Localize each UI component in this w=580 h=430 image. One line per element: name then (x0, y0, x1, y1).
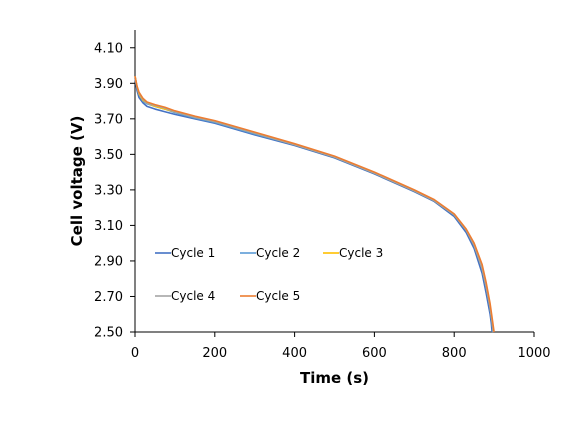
y-axis-title: Cell voltage (V) (68, 116, 86, 247)
legend: Cycle 1 Cycle 2 Cycle 3 Cycle 4 Cycle 5 (155, 246, 383, 303)
y-tick-label: 3.70 (94, 112, 123, 127)
legend-label-cycle-4: Cycle 4 (171, 289, 215, 303)
x-tick-label: 0 (131, 346, 139, 361)
legend-label-cycle-3: Cycle 3 (339, 246, 383, 260)
legend-label-cycle-5: Cycle 5 (256, 289, 300, 303)
y-tick-label: 3.30 (94, 183, 123, 198)
series-line-cycle-5 (134, 76, 495, 333)
legend-label-cycle-1: Cycle 1 (171, 246, 215, 260)
series-line-cycle-1 (134, 77, 493, 333)
legend-label-cycle-2: Cycle 2 (256, 246, 300, 260)
axes (134, 30, 534, 333)
y-tick-label: 3.10 (94, 219, 123, 234)
x-tick-label: 1000 (517, 346, 550, 361)
y-tick-label: 3.90 (94, 77, 123, 92)
y-tick-label: 2.50 (94, 326, 123, 341)
y-tick-label: 4.10 (94, 41, 123, 56)
x-tick-label: 400 (282, 346, 307, 361)
x-axis-title: Time (s) (300, 369, 369, 387)
y-axis-ticks: 2.50 2.70 2.90 3.10 3.30 3.50 3.70 3.90 4.10 (94, 41, 135, 341)
x-axis-ticks: 0 200 400 600 800 1000 (131, 332, 551, 361)
x-tick-label: 600 (362, 346, 387, 361)
x-tick-label: 800 (442, 346, 467, 361)
y-tick-label: 2.90 (94, 254, 123, 269)
series-lines (134, 76, 495, 333)
y-tick-label: 3.50 (94, 148, 123, 163)
y-tick-label: 2.70 (94, 290, 123, 305)
x-tick-label: 200 (202, 346, 227, 361)
